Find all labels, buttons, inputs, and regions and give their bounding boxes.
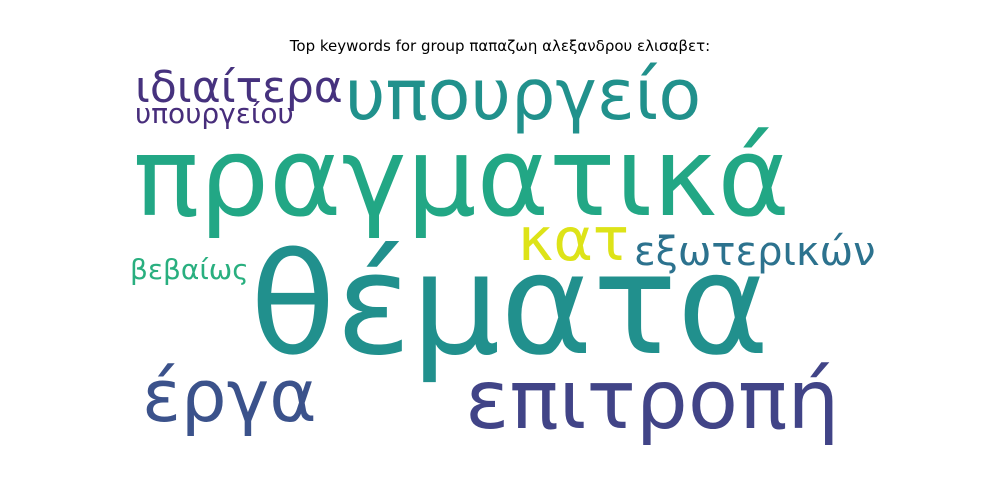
- word-epitropi: επιτροπή: [465, 353, 840, 448]
- word-kat: κατ: [518, 205, 630, 275]
- word-idiaitera: ιδιαίτερα: [135, 62, 343, 113]
- word-pragmatika: πραγματικά: [133, 113, 790, 241]
- word-ypourgeio: υπουργείο: [345, 54, 702, 136]
- word-vevaios: βεβαίως: [130, 253, 249, 286]
- figure-title: Top keywords for group παπαζωη αλεξανδρο…: [289, 37, 711, 55]
- word-exoterikon: εξωτερικών: [634, 229, 876, 275]
- word-themata: θέματα: [250, 224, 770, 387]
- word-ypourgeiou: υπουργείου: [135, 97, 294, 130]
- word-erga: έργα: [142, 354, 317, 438]
